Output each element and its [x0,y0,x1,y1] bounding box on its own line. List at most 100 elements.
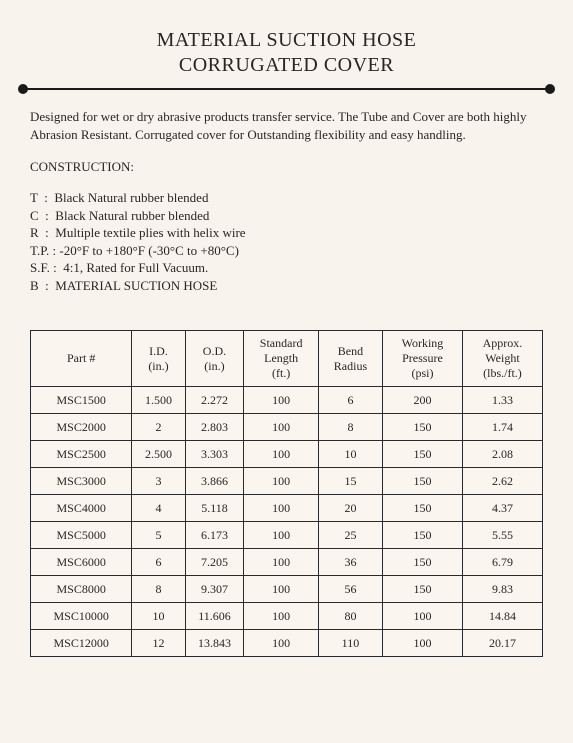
table-row: MSC600067.205100361506.79 [31,549,543,576]
cell-od: 9.307 [185,576,244,603]
cell-id: 2 [132,414,185,441]
cell-od: 13.843 [185,630,244,657]
cell-bend: 25 [318,522,382,549]
cell-wt: 2.62 [462,468,542,495]
cell-wp: 150 [382,522,462,549]
spec-header-len: StandardLength(ft.) [244,331,319,387]
table-row: MSC300033.866100151502.62 [31,468,543,495]
construction-item: T : Black Natural rubber blended [30,189,543,207]
spec-header-row: Part #I.D.(in.)O.D.(in.)StandardLength(f… [31,331,543,387]
cell-wp: 150 [382,549,462,576]
cell-wp: 150 [382,468,462,495]
table-row: MSC100001011.6061008010014.84 [31,603,543,630]
cell-part: MSC5000 [31,522,132,549]
cell-bend: 36 [318,549,382,576]
cell-len: 100 [244,441,319,468]
cell-len: 100 [244,468,319,495]
rule-line [20,88,553,90]
cell-part: MSC2500 [31,441,132,468]
cell-id: 4 [132,495,185,522]
cell-wt: 20.17 [462,630,542,657]
cell-bend: 8 [318,414,382,441]
construction-heading: CONSTRUCTION: [30,159,543,175]
cell-wt: 9.83 [462,576,542,603]
cell-wt: 4.37 [462,495,542,522]
cell-id: 2.500 [132,441,185,468]
spec-header-od: O.D.(in.) [185,331,244,387]
cell-wt: 1.74 [462,414,542,441]
cell-bend: 80 [318,603,382,630]
cell-id: 1.500 [132,387,185,414]
construction-list: T : Black Natural rubber blendedC : Blac… [30,189,543,294]
cell-wp: 100 [382,630,462,657]
cell-bend: 6 [318,387,382,414]
table-row: MSC25002.5003.303100101502.08 [31,441,543,468]
rule-dot-right [545,84,555,94]
cell-bend: 15 [318,468,382,495]
cell-bend: 56 [318,576,382,603]
cell-len: 100 [244,495,319,522]
spec-table-body: MSC15001.5002.27210062001.33MSC200022.80… [31,387,543,657]
cell-wp: 150 [382,576,462,603]
cell-wp: 150 [382,441,462,468]
construction-item: S.F. : 4:1, Rated for Full Vacuum. [30,259,543,277]
cell-len: 100 [244,522,319,549]
table-row: MSC500056.173100251505.55 [31,522,543,549]
cell-len: 100 [244,414,319,441]
table-row: MSC15001.5002.27210062001.33 [31,387,543,414]
table-row: MSC120001213.84310011010020.17 [31,630,543,657]
cell-part: MSC6000 [31,549,132,576]
cell-id: 3 [132,468,185,495]
construction-item: R : Multiple textile plies with helix wi… [30,224,543,242]
cell-len: 100 [244,603,319,630]
cell-bend: 10 [318,441,382,468]
spec-header-id: I.D.(in.) [132,331,185,387]
construction-item: B : MATERIAL SUCTION HOSE [30,277,543,295]
cell-wt: 6.79 [462,549,542,576]
cell-part: MSC1500 [31,387,132,414]
title-line-1: MATERIAL SUCTION HOSE [30,28,543,53]
spec-table-head: Part #I.D.(in.)O.D.(in.)StandardLength(f… [31,331,543,387]
cell-od: 2.803 [185,414,244,441]
page-title: MATERIAL SUCTION HOSE CORRUGATED COVER [30,28,543,78]
spec-header-wp: WorkingPressure(psi) [382,331,462,387]
cell-od: 2.272 [185,387,244,414]
table-row: MSC800089.307100561509.83 [31,576,543,603]
construction-item: T.P. : -20°F to +180°F (-30°C to +80°C) [30,242,543,260]
cell-part: MSC10000 [31,603,132,630]
cell-id: 5 [132,522,185,549]
cell-wt: 5.55 [462,522,542,549]
cell-wp: 150 [382,495,462,522]
cell-wp: 150 [382,414,462,441]
cell-part: MSC2000 [31,414,132,441]
cell-part: MSC12000 [31,630,132,657]
table-row: MSC400045.118100201504.37 [31,495,543,522]
cell-len: 100 [244,630,319,657]
cell-part: MSC4000 [31,495,132,522]
cell-od: 3.866 [185,468,244,495]
cell-len: 100 [244,387,319,414]
spec-header-wt: Approx.Weight(lbs./ft.) [462,331,542,387]
cell-id: 12 [132,630,185,657]
table-row: MSC200022.80310081501.74 [31,414,543,441]
cell-id: 10 [132,603,185,630]
spec-header-part: Part # [31,331,132,387]
cell-od: 5.118 [185,495,244,522]
cell-len: 100 [244,549,319,576]
cell-id: 8 [132,576,185,603]
description-text: Designed for wet or dry abrasive product… [30,108,543,143]
cell-len: 100 [244,576,319,603]
divider-rule [20,84,553,94]
cell-od: 6.173 [185,522,244,549]
title-line-2: CORRUGATED COVER [30,53,543,78]
cell-part: MSC8000 [31,576,132,603]
cell-bend: 20 [318,495,382,522]
cell-bend: 110 [318,630,382,657]
cell-wt: 2.08 [462,441,542,468]
cell-od: 7.205 [185,549,244,576]
cell-wt: 14.84 [462,603,542,630]
cell-wp: 100 [382,603,462,630]
spec-header-bend: BendRadius [318,331,382,387]
cell-od: 3.303 [185,441,244,468]
cell-id: 6 [132,549,185,576]
